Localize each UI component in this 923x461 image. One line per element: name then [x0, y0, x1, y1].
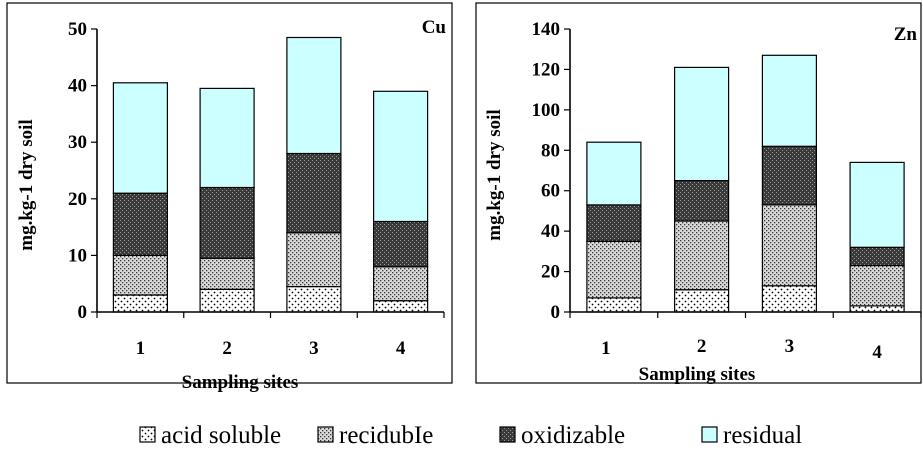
legend-item-oxidizable: oxidizable — [499, 422, 625, 449]
cu-plot-area: 0 10 20 30 40 50 1 2 3 4 — [68, 19, 445, 359]
zn-y-tick-label: 40 — [541, 221, 560, 242]
zn-bar-3-recidubie — [761, 204, 818, 287]
cu-panel-title: Cu — [422, 17, 447, 38]
zn-bar-3-residual — [761, 54, 818, 147]
legend-swatch-residual — [701, 426, 718, 443]
zn-category-label: 1 — [601, 338, 611, 359]
cu-category-label: 3 — [309, 338, 319, 359]
zn-panel-title: Zn — [894, 24, 918, 45]
zn-y-tick-label: 20 — [541, 262, 560, 283]
legend-label-recidubie: recidubIe — [339, 422, 433, 449]
zn-y-tick-label: 80 — [541, 140, 560, 161]
cu-category-label: 1 — [136, 338, 146, 359]
zn-bar-2-recidubie — [673, 220, 730, 291]
cu-y-tick-label: 20 — [68, 189, 87, 210]
cu-y-axis-title: mg.kg-1 dry soil — [16, 119, 37, 250]
legend-label-acid-soluble: acid soluble — [161, 422, 281, 449]
cu-bar-1-residual — [112, 82, 169, 194]
cu-bar-1-recidubie — [112, 254, 169, 296]
zn-bar-1-acid-soluble — [586, 297, 642, 313]
cu-bar-3-oxidizable — [286, 152, 342, 234]
legend-item-residual: residual — [701, 422, 802, 449]
zn-bar-3-oxidizable — [761, 145, 818, 206]
zn-bar-3-acid-soluble — [761, 285, 818, 313]
legend-item-recidubie: recidubIe — [317, 422, 433, 449]
cu-bar-2-recidubie — [199, 257, 255, 290]
zn-y-tick-label: 100 — [532, 100, 561, 121]
zn-bar-1-residual — [586, 141, 642, 206]
cu-bar-2-oxidizable — [199, 186, 255, 259]
zn-bar-4-acid-soluble — [849, 305, 905, 313]
zn-bar-2-acid-soluble — [673, 289, 730, 313]
cu-bar-3-residual — [286, 36, 342, 155]
cu-category-label: 2 — [222, 338, 232, 359]
cu-bar-1-oxidizable — [112, 192, 169, 257]
zn-category-label: 3 — [785, 336, 795, 357]
zn-category-label: 4 — [872, 342, 882, 363]
cu-bar-4-oxidizable — [373, 220, 429, 268]
cu-y-tick-label: 40 — [68, 76, 87, 97]
cu-category-label: 4 — [396, 338, 406, 359]
cu-bar-4-acid-soluble — [373, 300, 429, 313]
cu-bar-3-recidubie — [286, 232, 342, 288]
zn-y-tick-label: 140 — [532, 19, 561, 40]
zn-y-tick-label: 60 — [541, 181, 560, 202]
cu-bar-4-residual — [373, 90, 429, 223]
cu-y-tick-label: 10 — [68, 245, 87, 266]
zn-bar-4-oxidizable — [849, 246, 905, 267]
cu-bar-1-acid-soluble — [112, 294, 169, 313]
legend: acid soluble recidubIe oxidizable residual — [139, 422, 802, 449]
zn-bar-1-recidubie — [586, 240, 642, 299]
legend-item-acid-soluble: acid soluble — [139, 422, 281, 449]
zn-plot-area: 0 20 40 60 80 100 120 140 1 2 3 4 — [532, 19, 922, 363]
zn-category-label: 2 — [697, 336, 707, 357]
zn-y-axis-title: mg.kg-1 dry soil — [484, 109, 505, 240]
zn-x-axis-title: Sampling sites — [639, 364, 756, 385]
cu-y-tick-label: 30 — [68, 132, 87, 153]
zn-bar-4-recidubie — [849, 264, 905, 307]
legend-swatch-oxidizable — [499, 426, 516, 443]
legend-swatch-acid-soluble — [139, 426, 156, 443]
cu-chart-panel: 0 10 20 30 40 50 1 2 3 4 Cu mg.kg-1 dry soil Samp… — [6, 2, 453, 393]
zn-y-tick-label: 120 — [532, 59, 561, 80]
zn-bar-4-residual — [849, 161, 905, 248]
zn-bar-2-residual — [673, 66, 730, 182]
cu-y-tick-label: 50 — [68, 19, 87, 40]
cu-y-tick-label: 0 — [78, 302, 88, 323]
cu-bar-2-acid-soluble — [199, 288, 255, 313]
legend-swatch-recidubie — [317, 426, 334, 443]
zn-y-tick-label: 0 — [551, 302, 561, 323]
cu-bar-4-recidubie — [373, 266, 429, 302]
zn-bar-2-oxidizable — [673, 180, 730, 222]
legend-label-oxidizable: oxidizable — [521, 422, 625, 449]
zn-chart-panel: 0 20 40 60 80 100 120 140 1 2 3 4 Zn mg.kg-1 dry so… — [475, 2, 922, 385]
legend-label-residual: residual — [723, 422, 802, 449]
zn-bar-1-oxidizable — [586, 204, 642, 242]
cu-x-axis-title: Sampling sites — [182, 372, 299, 393]
cu-bar-3-acid-soluble — [286, 285, 342, 313]
cu-bar-2-residual — [199, 87, 255, 189]
